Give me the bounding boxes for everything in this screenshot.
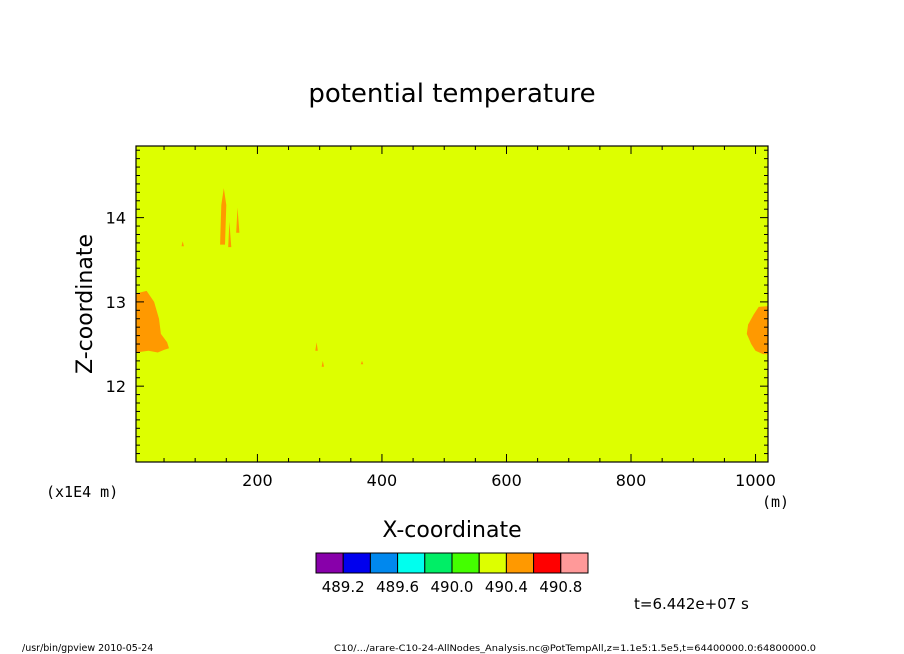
chart-title: potential temperature	[308, 79, 595, 109]
colorbar-cell	[315, 552, 344, 574]
contour-region-2	[746, 306, 768, 355]
colorbar-cell	[451, 552, 480, 574]
colorbar-tick-label: 490.4	[485, 578, 528, 596]
contour-region-6	[181, 241, 184, 247]
y-tick-label: 13	[106, 293, 126, 312]
contour-region-9	[360, 360, 364, 365]
colorbar-cell	[560, 552, 589, 574]
contour-region-5	[236, 207, 240, 233]
contour-region-7	[315, 342, 318, 351]
contour-region-8	[321, 360, 324, 367]
contour-regions	[136, 188, 768, 367]
colorbar-cell	[342, 552, 371, 574]
x-tick-label: 400	[367, 471, 398, 490]
colorbar-cell	[369, 552, 399, 574]
x-tick-label: 1000	[735, 471, 776, 490]
colorbar-cell	[533, 552, 562, 574]
colorbar-cell	[478, 552, 507, 574]
footer-left: /usr/bin/gpview 2010-05-24	[22, 643, 153, 654]
plot-area: 200 400 600 800 1000 12 13 14	[106, 145, 776, 490]
colorbar-cell	[424, 552, 453, 574]
plot-frame	[135, 145, 769, 463]
x-tick-label: 200	[242, 471, 273, 490]
x-tick-label: 800	[616, 471, 647, 490]
colorbar	[315, 552, 589, 574]
colorbar-labels: 489.2 489.6 490.0 490.4 490.8	[322, 578, 583, 596]
y-tick-label: 14	[106, 209, 126, 228]
colorbar-tick-label: 489.6	[376, 578, 419, 596]
axis-ticks	[136, 146, 768, 462]
colorbar-cell	[397, 552, 426, 574]
y-axis-label: Z-coordinate	[73, 234, 98, 374]
contour-region-3	[220, 188, 227, 245]
colorbar-tick-label: 490.8	[539, 578, 582, 596]
x-axis-unit: (m)	[762, 493, 789, 511]
colorbar-tick-label: 489.2	[322, 578, 365, 596]
y-tick-label: 12	[106, 377, 126, 396]
axis-tick-labels: 200 400 600 800 1000 12 13 14	[106, 209, 776, 490]
x-axis-label: X-coordinate	[382, 518, 521, 543]
footer-right: C10/.../arare-C10-24-AllNodes_Analysis.n…	[334, 644, 816, 654]
plot-background	[136, 146, 768, 462]
y-axis-unit: (x1E4 m)	[46, 483, 118, 501]
colorbar-cell	[505, 552, 535, 574]
x-tick-label: 600	[491, 471, 522, 490]
time-label: t=6.442e+07 s	[634, 595, 749, 613]
contour-region-4	[228, 221, 232, 248]
colorbar-tick-label: 490.0	[431, 578, 474, 596]
contour-region-1	[136, 290, 169, 353]
